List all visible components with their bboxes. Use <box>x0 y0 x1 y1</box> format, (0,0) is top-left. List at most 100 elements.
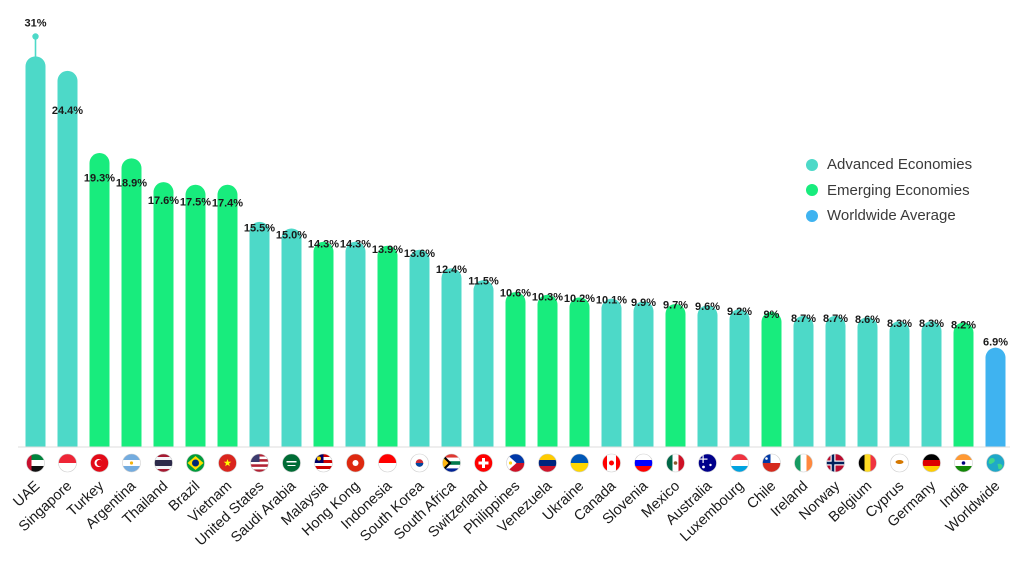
value-label-thailand: 17.6% <box>148 195 179 207</box>
bar-hong-kong <box>345 241 366 447</box>
value-label-south-africa: 12.4% <box>436 264 467 276</box>
legend: Advanced Economies Emerging Economies Wo… <box>806 152 972 229</box>
bar-germany <box>921 321 942 447</box>
value-label-chile: 9% <box>764 309 780 321</box>
philippines-flag-icon <box>506 453 525 473</box>
value-label-canada: 10.1% <box>596 294 627 306</box>
value-label-slovenia: 9.9% <box>631 297 656 309</box>
bar-south-korea <box>409 249 430 447</box>
value-label-saudi-arabia: 15.0% <box>276 229 307 241</box>
south-korea-flag-icon <box>410 453 429 473</box>
bar-brazil <box>185 184 206 447</box>
bar-philippines <box>505 292 526 447</box>
legend-swatch-emerging <box>806 184 818 197</box>
thailand-flag-icon <box>154 453 173 473</box>
bar-australia <box>697 305 718 447</box>
legend-item-worldwide: Worldwide Average <box>806 203 972 229</box>
value-label-venezuela: 10.3% <box>532 292 563 304</box>
belgium-flag-icon <box>858 453 877 473</box>
bar-argentina <box>121 158 142 447</box>
uae-flag-icon <box>26 453 45 473</box>
chile-flag-icon <box>762 453 781 473</box>
value-label-hong-kong: 14.3% <box>340 239 371 251</box>
malaysia-flag-icon <box>314 453 333 473</box>
bar-chile <box>761 311 782 447</box>
bar-south-africa <box>441 268 462 447</box>
value-label-turkey: 19.3% <box>84 172 115 184</box>
norway-flag-icon <box>826 453 845 473</box>
singapore-flag-icon <box>58 453 77 473</box>
legend-label-emerging: Emerging Economies <box>827 181 970 199</box>
value-label-indonesia: 13.9% <box>372 244 403 256</box>
value-label-worldwide: 6.9% <box>983 337 1008 349</box>
bar-malaysia <box>313 241 334 447</box>
venezuela-flag-icon <box>538 453 557 473</box>
south-africa-flag-icon <box>442 453 461 473</box>
value-label-belgium: 8.6% <box>855 314 880 326</box>
legend-label-worldwide: Worldwide Average <box>827 207 956 225</box>
luxembourg-flag-icon <box>730 453 749 473</box>
value-label-ireland: 8.7% <box>791 313 816 325</box>
brazil-flag-icon <box>186 453 205 473</box>
canada-flag-icon <box>602 453 621 473</box>
bar-norway <box>825 315 846 447</box>
legend-item-emerging: Emerging Economies <box>806 178 972 204</box>
bar-cyprus <box>889 321 910 447</box>
value-label-ukraine: 10.2% <box>564 293 595 305</box>
value-label-united-states: 15.5% <box>244 223 275 235</box>
bar-venezuela <box>537 294 558 447</box>
bar-ukraine <box>569 297 590 447</box>
value-label-germany: 8.3% <box>919 318 944 330</box>
bar-belgium <box>857 317 878 447</box>
globe-icon <box>986 453 1005 473</box>
value-label-switzerland: 11.5% <box>468 276 499 288</box>
ukraine-flag-icon <box>570 453 589 473</box>
germany-flag-icon <box>922 453 941 473</box>
switzerland-flag-icon <box>474 453 493 473</box>
bar-turkey <box>89 153 110 447</box>
value-label-south-korea: 13.6% <box>404 248 435 260</box>
mexico-flag-icon <box>666 453 685 473</box>
vietnam-flag-icon <box>218 453 237 473</box>
ireland-flag-icon <box>794 453 813 473</box>
argentina-flag-icon <box>122 453 141 473</box>
legend-swatch-worldwide <box>806 209 818 222</box>
country-flags <box>26 453 1005 473</box>
legend-label-advanced: Advanced Economies <box>827 156 973 174</box>
bar-united-states <box>249 221 270 447</box>
legend-swatch-advanced <box>806 158 818 171</box>
bar-uae <box>25 56 46 448</box>
bar-saudi-arabia <box>281 228 302 447</box>
value-label-malaysia: 14.3% <box>308 239 339 251</box>
indonesia-flag-icon <box>378 453 397 473</box>
bar-singapore <box>57 70 78 447</box>
bar-thailand <box>153 182 174 447</box>
value-label-uae: 31% <box>24 17 46 29</box>
value-label-brazil: 17.5% <box>180 196 211 208</box>
legend-item-advanced: Advanced Economies <box>806 152 972 178</box>
hong-kong-flag-icon <box>346 453 365 473</box>
value-label-argentina: 18.9% <box>116 178 147 190</box>
australia-flag-icon <box>698 453 717 473</box>
value-label-singapore: 24.4% <box>52 105 83 117</box>
india-flag-icon <box>954 453 973 473</box>
bar-ireland <box>793 315 814 447</box>
value-label-norway: 8.7% <box>823 313 848 325</box>
value-label-philippines: 10.6% <box>500 288 531 300</box>
bars <box>25 56 1006 448</box>
category-labels: UAESingaporeTurkeyArgentinaThailandBrazi… <box>11 478 1004 550</box>
value-dot-uae <box>32 33 39 40</box>
bar-worldwide <box>985 347 1006 447</box>
slovenia-flag-icon <box>634 453 653 473</box>
value-label-australia: 9.6% <box>695 301 720 313</box>
bar-switzerland <box>473 280 494 447</box>
cyprus-flag-icon <box>890 453 909 473</box>
value-label-luxembourg: 9.2% <box>727 306 752 318</box>
bar-slovenia <box>633 301 654 447</box>
bar-mexico <box>665 303 686 447</box>
value-label-vietnam: 17.4% <box>212 198 243 210</box>
bar-canada <box>601 298 622 447</box>
value-label-cyprus: 8.3% <box>887 318 912 330</box>
bar-indonesia <box>377 245 398 447</box>
